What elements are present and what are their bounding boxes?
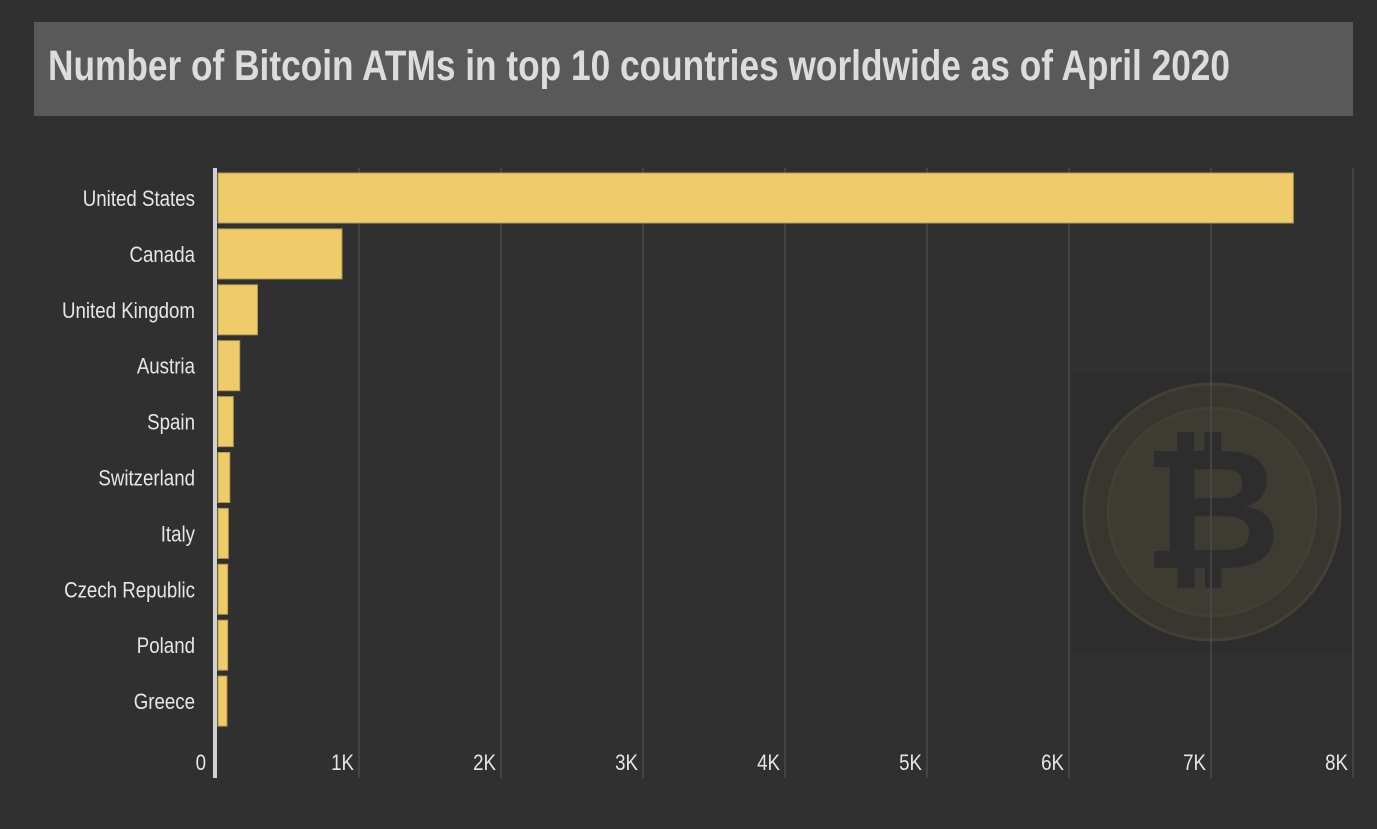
- x-tick-label: 2K: [473, 752, 496, 776]
- x-tick-label: 7K: [1183, 752, 1206, 776]
- svg-text:₿: ₿: [1143, 415, 1282, 605]
- chart-title: Number of Bitcoin ATMs in top 10 countri…: [48, 42, 1231, 90]
- x-tick-label: 4K: [757, 752, 780, 776]
- y-tick-label: Greece: [134, 691, 195, 715]
- x-tick-label: 1K: [331, 752, 354, 776]
- bar: [217, 284, 258, 336]
- bar: [217, 563, 229, 615]
- y-tick-label: United Kingdom: [62, 299, 195, 323]
- y-tick-label: Canada: [130, 244, 196, 268]
- y-tick-label: United States: [83, 188, 195, 212]
- y-tick-label: Italy: [161, 523, 196, 547]
- y-tick-label: Switzerland: [98, 467, 195, 491]
- y-tick-label: Spain: [147, 411, 195, 435]
- y-tick-label: Poland: [137, 635, 195, 659]
- bar: [217, 340, 241, 392]
- bar: [217, 675, 228, 727]
- x-tick-label: 6K: [1041, 752, 1064, 776]
- bar: [217, 452, 231, 503]
- bar: [217, 228, 343, 280]
- x-tick-label: 5K: [899, 752, 922, 776]
- bar: [217, 507, 229, 559]
- y-tick-label: Czech Republic: [64, 579, 195, 603]
- bar: [217, 619, 229, 671]
- x-tick-label: 3K: [615, 752, 638, 776]
- title-box: Number of Bitcoin ATMs in top 10 countri…: [34, 22, 1353, 116]
- y-tick-label: Austria: [137, 355, 196, 379]
- x-tick-label: 0: [196, 752, 206, 776]
- x-tick-label: 8K: [1325, 752, 1348, 776]
- bar: [217, 172, 1294, 224]
- bar: [217, 396, 234, 448]
- bitcoin-logo-icon: ₿: [1072, 374, 1352, 652]
